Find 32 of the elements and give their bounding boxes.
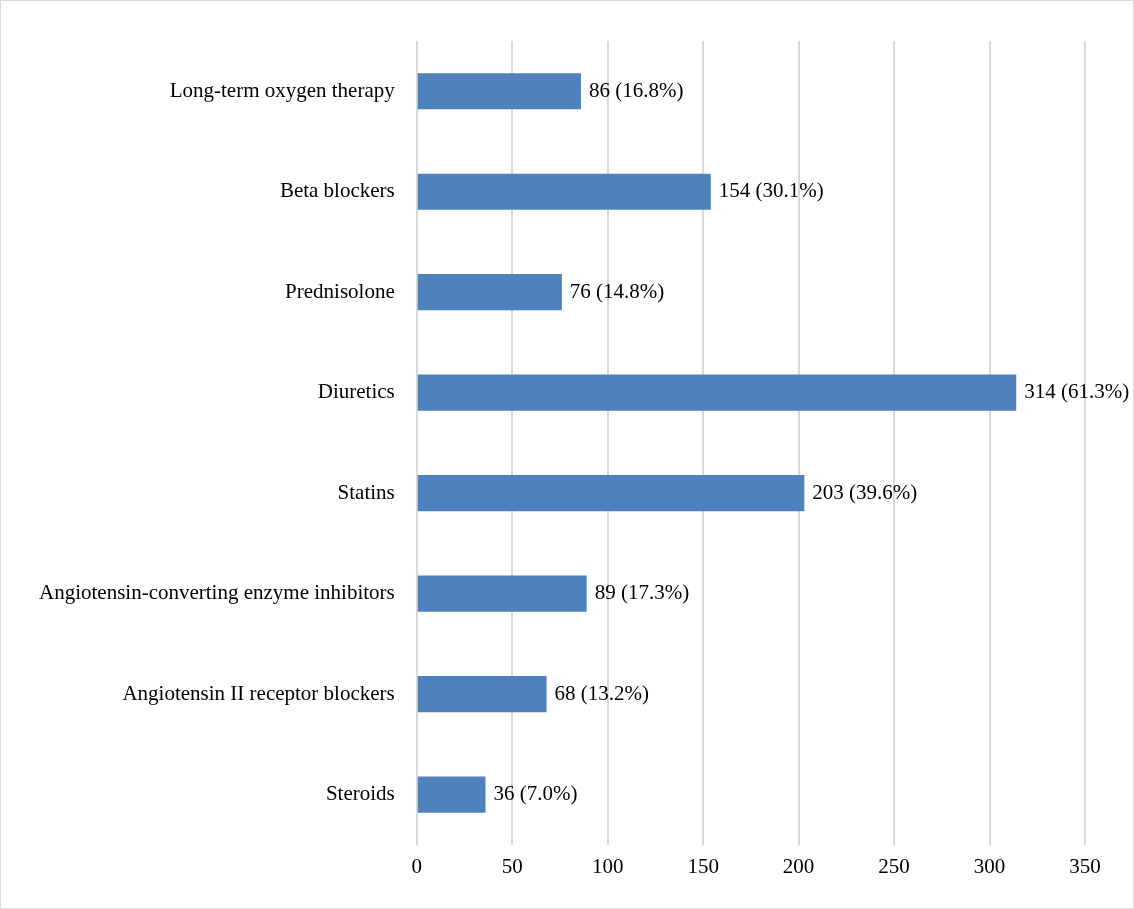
y-tick-label: Statins — [337, 479, 395, 504]
data-label: 76 (14.8%) — [569, 278, 665, 303]
y-tick-label: Angiotensin II receptor blockers — [122, 680, 395, 705]
y-tick-label: Angiotensin-converting enzyme inhibitors — [38, 580, 395, 605]
bar — [417, 575, 587, 612]
x-tick-label: 50 — [501, 853, 523, 878]
y-tick-label: Beta blockers — [279, 178, 395, 203]
x-tick-label: 100 — [591, 853, 624, 878]
data-label: 36 (7.0%) — [493, 781, 578, 806]
x-tick-label: 150 — [687, 853, 719, 878]
x-tick-label: 200 — [782, 853, 815, 878]
data-label: 154 (30.1%) — [718, 178, 824, 203]
x-tick-label: 350 — [1069, 853, 1101, 878]
bar — [417, 274, 562, 311]
bar — [417, 776, 486, 813]
bar — [417, 73, 581, 110]
data-label: 203 (39.6%) — [812, 479, 918, 504]
data-label: 68 (13.2%) — [554, 680, 650, 705]
y-tick-label: Long-term oxygen therapy — [169, 77, 396, 102]
x-tick-label: 300 — [973, 853, 1006, 878]
x-tick-label: 250 — [878, 853, 910, 878]
data-label: 89 (17.3%) — [594, 580, 690, 605]
bar — [417, 676, 547, 713]
y-tick-label: Diuretics — [317, 379, 395, 404]
bar — [417, 475, 805, 512]
x-tick-label: 0 — [411, 853, 423, 878]
data-label: 86 (16.8%) — [588, 77, 684, 102]
bar — [417, 374, 1017, 411]
y-tick-label: Steroids — [325, 781, 395, 806]
y-tick-label: Prednisolone — [285, 278, 395, 303]
bar — [417, 173, 711, 210]
data-label: 314 (61.3%) — [1024, 379, 1130, 404]
